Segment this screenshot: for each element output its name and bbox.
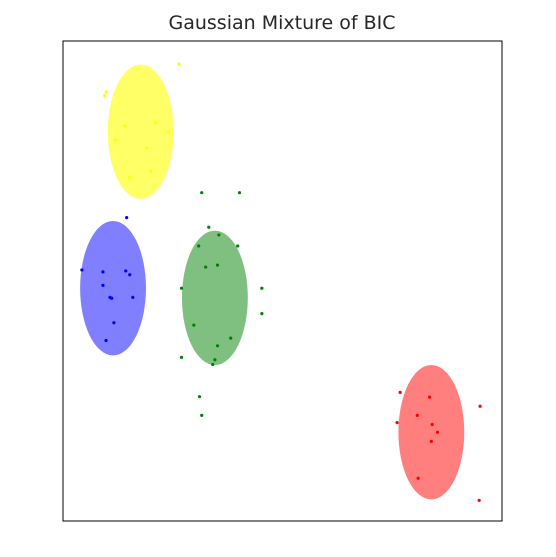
cluster-0-point bbox=[128, 175, 132, 179]
cluster-3-point bbox=[416, 476, 420, 480]
cluster-3-point bbox=[430, 422, 434, 427]
cluster-2-point bbox=[207, 225, 211, 229]
cluster-2-point bbox=[260, 286, 264, 290]
cluster-2-point bbox=[179, 355, 184, 359]
cluster-2-point bbox=[204, 265, 208, 269]
cluster-3-point bbox=[429, 439, 433, 443]
cluster-0-point bbox=[167, 130, 171, 134]
ellipse-layer bbox=[80, 64, 465, 500]
cluster-3-point bbox=[477, 498, 481, 502]
cluster-1-ellipse bbox=[80, 221, 146, 356]
cluster-3-point bbox=[427, 395, 432, 399]
cluster-2-point bbox=[179, 286, 184, 290]
cluster-0-point bbox=[177, 62, 181, 66]
cluster-2-point bbox=[197, 244, 201, 248]
cluster-0-point bbox=[154, 121, 158, 125]
cluster-2-point bbox=[200, 191, 204, 195]
plot-frame bbox=[62, 40, 503, 522]
cluster-3-point bbox=[395, 421, 399, 425]
cluster-1-point bbox=[80, 268, 84, 272]
chart-title: Gaussian Mixture of BIC bbox=[169, 12, 396, 34]
cluster-2-point bbox=[237, 191, 242, 195]
cluster-0-point bbox=[104, 90, 108, 94]
cluster-2-ellipse bbox=[181, 230, 248, 365]
cluster-0-point bbox=[123, 124, 127, 128]
cluster-3-point bbox=[398, 390, 402, 394]
cluster-1-point bbox=[112, 321, 116, 325]
cluster-0-point bbox=[103, 94, 107, 98]
cluster-2-point bbox=[213, 358, 217, 362]
cluster-1-point bbox=[124, 269, 128, 273]
cluster-2-point bbox=[200, 413, 204, 417]
cluster-0-ellipse bbox=[107, 64, 174, 199]
cluster-1-point bbox=[104, 338, 108, 343]
cluster-2-point bbox=[229, 336, 233, 340]
cluster-2-point bbox=[260, 312, 264, 316]
cluster-0-point bbox=[149, 169, 153, 173]
cluster-2-point bbox=[236, 244, 240, 248]
cluster-0-point bbox=[114, 138, 118, 142]
cluster-1-point bbox=[131, 295, 135, 299]
cluster-3-ellipse bbox=[398, 365, 465, 500]
cluster-3-point bbox=[478, 404, 482, 408]
cluster-3-point bbox=[415, 413, 419, 417]
cluster-1-point bbox=[101, 270, 105, 274]
cluster-2-point bbox=[215, 344, 220, 348]
cluster-0-point bbox=[145, 146, 149, 151]
cluster-3-point bbox=[435, 430, 440, 434]
cluster-2-point bbox=[217, 233, 221, 237]
cluster-1-point bbox=[110, 296, 114, 300]
cluster-1-point bbox=[125, 216, 129, 220]
cluster-2-point bbox=[211, 362, 215, 367]
point-layer bbox=[80, 62, 482, 502]
cluster-2-point bbox=[215, 263, 220, 267]
cluster-1-point bbox=[101, 283, 105, 287]
cluster-2-point bbox=[192, 323, 196, 327]
cluster-1-point bbox=[128, 273, 132, 277]
cluster-2-point bbox=[197, 395, 202, 399]
